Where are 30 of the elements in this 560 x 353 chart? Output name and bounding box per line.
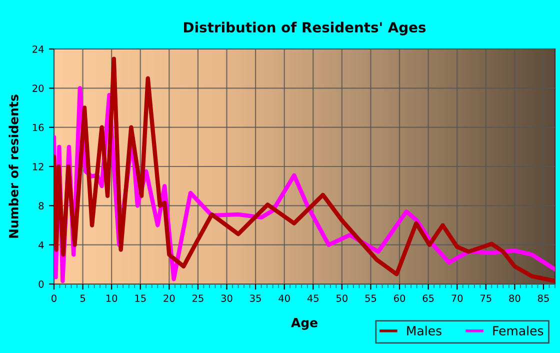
x-tick-label: 75 xyxy=(480,294,492,302)
y-tick-label: 0 xyxy=(38,280,44,288)
x-tick-label: 25 xyxy=(192,294,204,302)
x-tick-label: 30 xyxy=(221,294,232,302)
y-tick-label: 16 xyxy=(32,124,44,132)
x-tick-label: 20 xyxy=(164,294,175,302)
legend-label: Females xyxy=(493,326,544,336)
x-tick-label: 0 xyxy=(52,294,56,302)
x-tick-label: 80 xyxy=(509,294,520,302)
y-tick-label: 4 xyxy=(38,241,44,249)
x-tick-label: 70 xyxy=(452,294,463,302)
x-tick-label: 5 xyxy=(80,294,86,302)
x-tick-label: 55 xyxy=(365,294,376,302)
chart-title: Distribution of Residents' Ages xyxy=(184,22,426,36)
x-axis-title: Age xyxy=(291,318,318,330)
y-tick-label: 8 xyxy=(38,202,44,210)
x-tick-label: 85 xyxy=(538,294,549,302)
x-tick-label: 40 xyxy=(278,294,290,302)
x-tick-label: 65 xyxy=(422,294,434,302)
y-tick-label: 24 xyxy=(32,45,44,53)
x-tick-label: 35 xyxy=(250,294,261,302)
legend-label: Males xyxy=(407,326,442,336)
y-tick-label: 12 xyxy=(32,162,44,170)
x-tick-label: 45 xyxy=(307,294,318,302)
x-tick-label: 10 xyxy=(106,294,118,302)
y-axis-title: Number of residents xyxy=(8,94,18,238)
x-tick-label: 50 xyxy=(336,294,348,302)
x-tick-label: 60 xyxy=(394,294,406,302)
y-tick-label: 20 xyxy=(32,84,44,92)
x-tick-label: 15 xyxy=(135,294,146,302)
